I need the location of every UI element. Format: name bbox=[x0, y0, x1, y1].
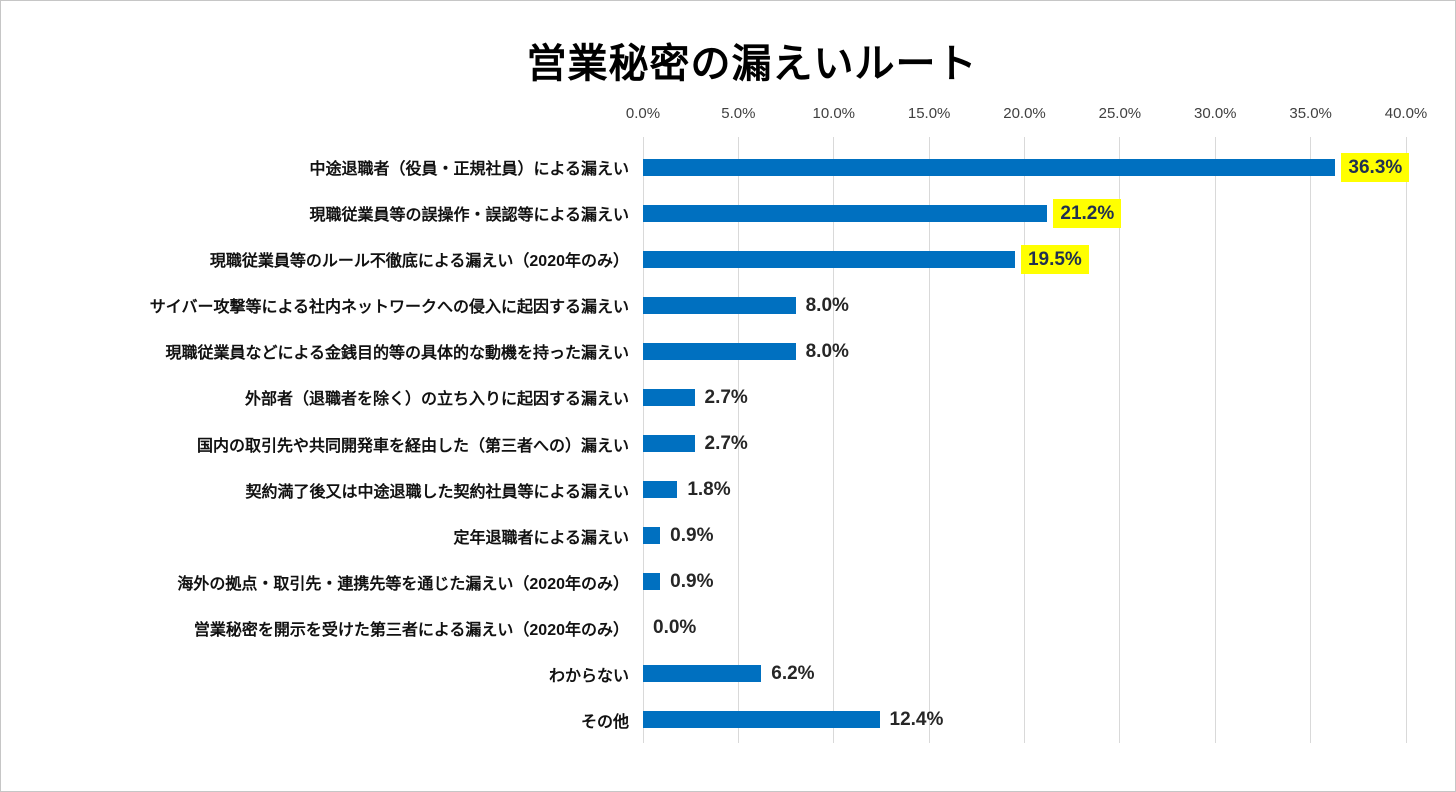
axis-tick-label: 25.0% bbox=[1098, 105, 1142, 122]
bar bbox=[643, 573, 661, 591]
category-label: 営業秘密を開示を受けた第三者による漏えい（2020年のみ） bbox=[193, 621, 629, 639]
bar-row: 0.9% bbox=[643, 559, 1406, 605]
axis-tick-label: 40.0% bbox=[1384, 105, 1428, 122]
bar bbox=[643, 527, 661, 545]
bar bbox=[643, 342, 796, 360]
bar-row: 8.0% bbox=[643, 328, 1406, 374]
bar-row: 2.7% bbox=[643, 420, 1406, 466]
bar bbox=[643, 296, 796, 314]
value-label: 19.5% bbox=[1020, 244, 1089, 274]
gridline bbox=[928, 137, 930, 743]
value-label: 6.2% bbox=[771, 663, 815, 685]
value-label: 2.7% bbox=[704, 386, 748, 408]
category-label: わからない bbox=[548, 667, 629, 685]
bar bbox=[643, 665, 762, 683]
axis-tick-label: 5.0% bbox=[721, 105, 756, 122]
value-label: 0.9% bbox=[670, 571, 714, 593]
category-label: 契約満了後又は中途退職した契約社員等による漏えい bbox=[245, 483, 629, 501]
gridline bbox=[1310, 137, 1312, 743]
bar bbox=[643, 250, 1015, 268]
category-label: 国内の取引先や共同開発車を経由した（第三者への）漏えい bbox=[196, 437, 629, 455]
bar-row: 6.2% bbox=[643, 651, 1406, 697]
category-label: 現職従業員等の誤操作・誤認等による漏えい bbox=[309, 207, 629, 225]
axis-tick-label: 20.0% bbox=[1003, 105, 1046, 122]
bar-row: 1.8% bbox=[643, 467, 1406, 513]
value-label: 8.0% bbox=[805, 340, 849, 362]
axis-tick-label: 10.0% bbox=[812, 105, 856, 122]
gridline bbox=[1024, 137, 1025, 743]
value-label: 8.0% bbox=[805, 294, 849, 316]
gridline bbox=[1214, 137, 1216, 743]
bar bbox=[643, 158, 1336, 176]
value-label: 21.2% bbox=[1053, 198, 1122, 228]
category-label: 海外の拠点・取引先・連携先等を通じた漏えい（2020年のみ） bbox=[177, 575, 629, 593]
bar-row: 19.5% bbox=[643, 236, 1406, 282]
bar bbox=[643, 711, 880, 729]
category-axis: 中途退職者（役員・正規社員）による漏えい 現職従業員等の誤操作・誤認等による漏えい… bbox=[1, 144, 629, 743]
gridline bbox=[1405, 137, 1407, 743]
category-label: 現職従業員などによる金銭目的等の具体的な動機を持った漏えい bbox=[165, 345, 629, 363]
category-label: 中途退職者（役員・正規社員）による漏えい bbox=[309, 161, 629, 179]
bar-row: 0.9% bbox=[643, 513, 1406, 559]
gridline bbox=[737, 137, 739, 743]
axis-tick-label: 30.0% bbox=[1193, 105, 1237, 122]
category-label: サイバー攻撃等による社内ネットワークへの侵入に起因する漏えい bbox=[149, 299, 629, 317]
bar-row: 21.2% bbox=[643, 190, 1406, 236]
axis-tick-label: 0.0% bbox=[625, 105, 661, 122]
bar bbox=[643, 204, 1048, 222]
plot-area: 36.3% 21.2% 19.5% 8.0% 8.0% 2.7% 2.7% 1.8% 0.9% 0… bbox=[643, 144, 1410, 743]
value-label: 12.4% bbox=[889, 709, 944, 731]
gridline bbox=[1119, 137, 1121, 743]
bar-row: 36.3% bbox=[643, 144, 1410, 190]
gridline bbox=[833, 137, 835, 743]
chart-title: 営業秘密の漏えいルート bbox=[526, 42, 978, 86]
value-label: 0.9% bbox=[670, 525, 714, 547]
bar-row: 8.0% bbox=[643, 282, 1406, 328]
value-label: 1.8% bbox=[687, 479, 731, 501]
value-label: 0.0% bbox=[653, 617, 697, 639]
category-label: その他 bbox=[580, 713, 629, 731]
bar-row: 2.7% bbox=[643, 374, 1406, 420]
bar bbox=[643, 435, 695, 452]
bar-row: 0.0% bbox=[643, 605, 1406, 651]
bar bbox=[643, 388, 695, 406]
bar-row: 12.4% bbox=[643, 697, 1406, 743]
category-label: 定年退職者による漏えい bbox=[453, 529, 629, 547]
axis-tick-label: 15.0% bbox=[907, 105, 951, 122]
value-label: 36.3% bbox=[1341, 152, 1410, 182]
category-label: 現職従業員等のルール不徹底による漏えい（2020年のみ） bbox=[209, 253, 629, 271]
bar bbox=[643, 481, 678, 499]
top-axis: 0.0% 5.0% 10.0% 15.0% 20.0% 25.0% 30.0% 35.0% 40… bbox=[626, 105, 1427, 129]
category-label: 外部者（退職者を除く）の立ち入りに起因する漏えい bbox=[244, 391, 629, 409]
value-label: 2.7% bbox=[704, 433, 748, 454]
axis-tick-label: 35.0% bbox=[1289, 105, 1332, 122]
